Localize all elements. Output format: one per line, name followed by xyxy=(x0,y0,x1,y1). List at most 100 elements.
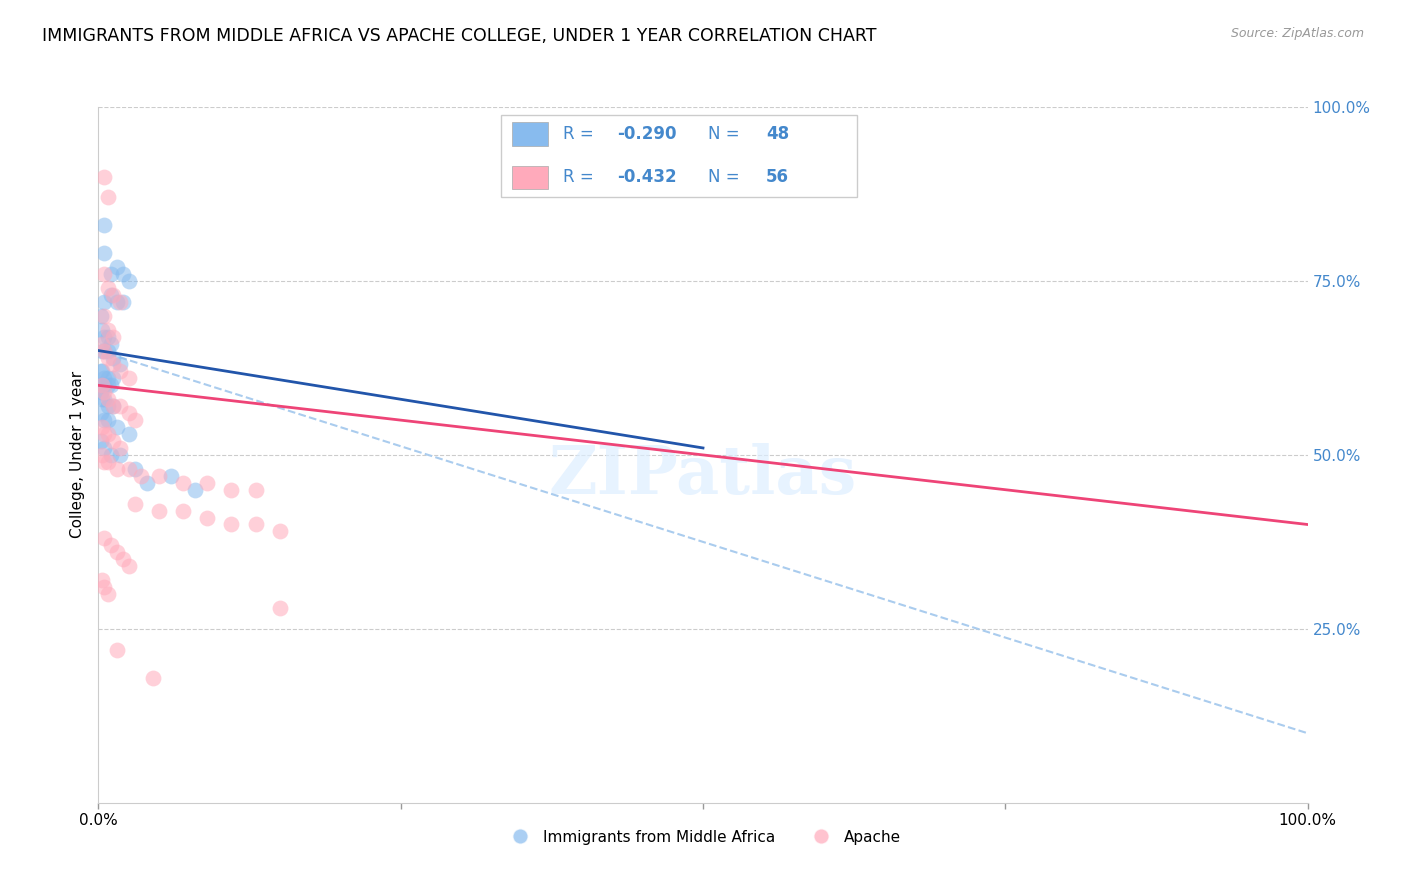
Point xyxy=(172,503,194,517)
Point xyxy=(100,267,122,281)
Point xyxy=(90,385,112,400)
Point xyxy=(97,427,120,442)
Text: ZIPatlas: ZIPatlas xyxy=(548,443,858,508)
Point xyxy=(93,532,115,546)
Point xyxy=(108,448,131,462)
Point xyxy=(93,413,115,427)
Point xyxy=(101,358,124,372)
Point xyxy=(118,371,141,385)
Text: IMMIGRANTS FROM MIDDLE AFRICA VS APACHE COLLEGE, UNDER 1 YEAR CORRELATION CHART: IMMIGRANTS FROM MIDDLE AFRICA VS APACHE … xyxy=(42,27,877,45)
Point xyxy=(93,427,115,442)
Point xyxy=(118,462,141,476)
Point xyxy=(93,329,115,343)
Point xyxy=(97,351,120,365)
Point xyxy=(93,580,115,594)
Point xyxy=(105,260,128,274)
Point xyxy=(91,420,114,434)
Point xyxy=(105,294,128,309)
Point xyxy=(108,364,131,378)
Point xyxy=(97,587,120,601)
Point xyxy=(90,378,112,392)
Point xyxy=(101,434,124,448)
Point xyxy=(97,392,120,407)
Point xyxy=(245,483,267,497)
Point xyxy=(269,524,291,539)
Point xyxy=(105,462,128,476)
Point xyxy=(93,219,115,233)
Point xyxy=(97,455,120,469)
Point xyxy=(108,358,131,372)
Point xyxy=(160,468,183,483)
Point xyxy=(93,267,115,281)
Point xyxy=(93,371,115,385)
Point xyxy=(101,351,124,365)
Point xyxy=(93,169,115,184)
Point xyxy=(221,483,243,497)
Point xyxy=(142,671,165,685)
Point xyxy=(100,538,122,552)
Point xyxy=(101,399,124,413)
Point xyxy=(93,455,115,469)
Point xyxy=(148,468,170,483)
Point xyxy=(101,371,124,385)
Point xyxy=(93,385,115,400)
Point xyxy=(195,510,218,524)
Point xyxy=(245,517,267,532)
Point xyxy=(101,288,124,302)
Point xyxy=(118,559,141,574)
Point xyxy=(93,246,115,260)
Point xyxy=(97,371,120,385)
Point xyxy=(184,483,207,497)
Point xyxy=(90,406,112,420)
Point xyxy=(97,329,120,343)
Point xyxy=(93,294,115,309)
Point xyxy=(111,267,134,281)
Text: Source: ZipAtlas.com: Source: ZipAtlas.com xyxy=(1230,27,1364,40)
Point xyxy=(97,399,120,413)
Point xyxy=(93,309,115,323)
Point xyxy=(108,294,131,309)
Point xyxy=(124,497,146,511)
Point xyxy=(97,378,120,392)
Point xyxy=(93,392,115,407)
Point xyxy=(148,503,170,517)
Point xyxy=(90,309,112,323)
Point xyxy=(172,475,194,490)
Point xyxy=(124,413,146,427)
Point xyxy=(118,427,141,442)
Point xyxy=(97,281,120,295)
Point xyxy=(101,329,124,343)
Point xyxy=(108,399,131,413)
Point xyxy=(195,475,218,490)
Point xyxy=(97,343,120,358)
Point xyxy=(100,378,122,392)
Point xyxy=(90,364,112,378)
Point xyxy=(105,642,128,657)
Point xyxy=(100,288,122,302)
Point xyxy=(111,294,134,309)
Point xyxy=(93,343,115,358)
Point xyxy=(91,378,114,392)
Point xyxy=(135,475,157,490)
Point xyxy=(97,323,120,337)
Point xyxy=(91,323,114,337)
Point xyxy=(91,343,114,358)
Point xyxy=(93,378,115,392)
Point xyxy=(118,406,141,420)
Point xyxy=(101,399,124,413)
Point xyxy=(118,274,141,288)
Point xyxy=(97,190,120,204)
Point xyxy=(100,336,122,351)
Point xyxy=(91,392,114,407)
Point xyxy=(100,448,122,462)
Point xyxy=(93,343,115,358)
Point xyxy=(124,462,146,476)
Point xyxy=(93,441,115,455)
Point xyxy=(90,434,112,448)
Point xyxy=(105,545,128,559)
Point xyxy=(91,448,114,462)
Point xyxy=(105,420,128,434)
Point xyxy=(269,601,291,615)
Point xyxy=(129,468,152,483)
Point xyxy=(97,413,120,427)
